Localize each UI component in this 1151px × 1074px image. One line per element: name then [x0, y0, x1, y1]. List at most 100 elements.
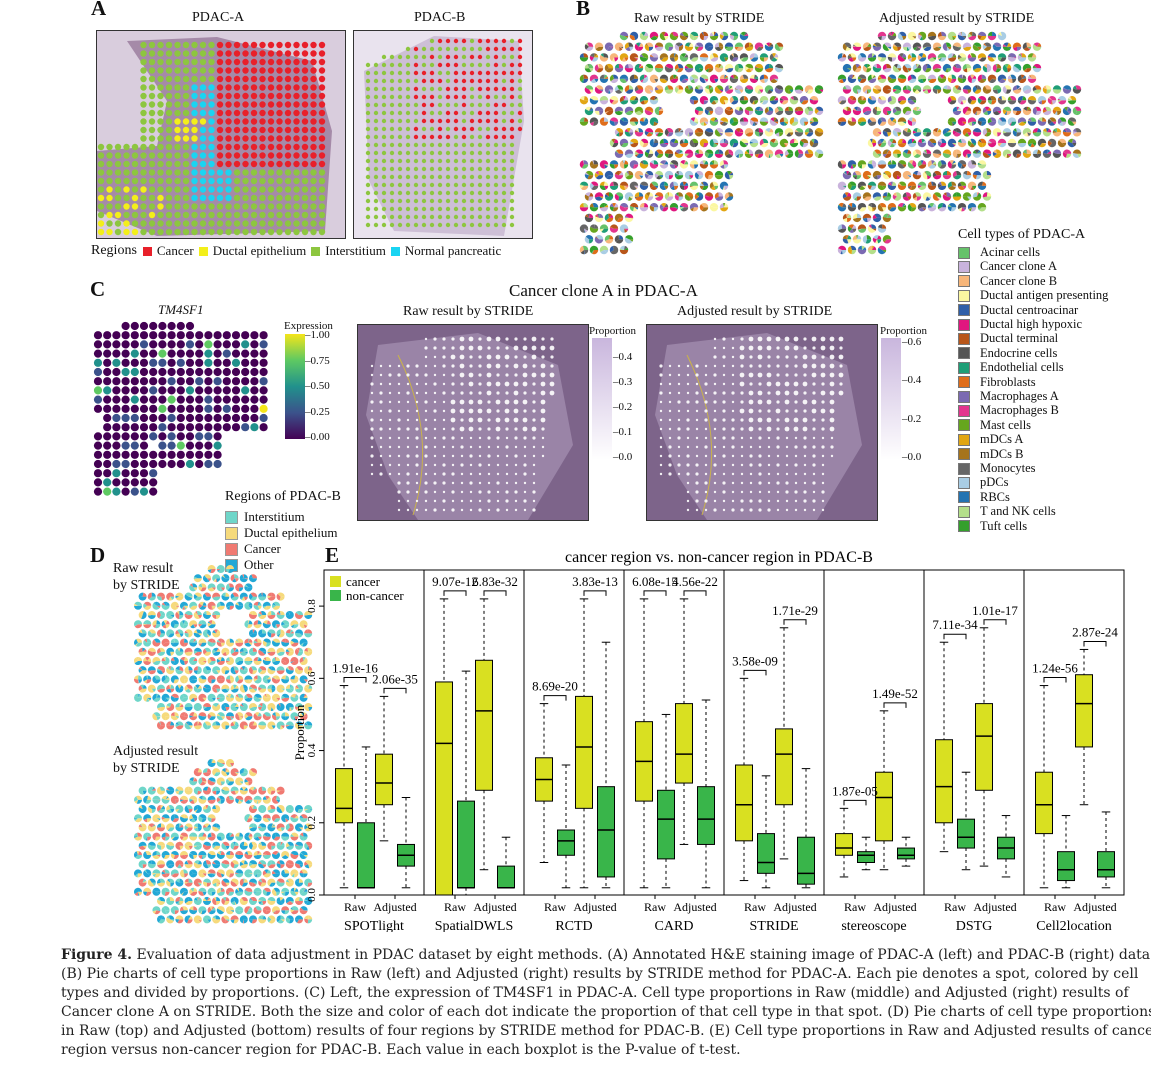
spot-pie — [799, 138, 809, 148]
pie-slice — [744, 88, 749, 90]
expression-spot — [121, 395, 130, 404]
spot-pie — [769, 53, 779, 62]
pie-slice — [594, 237, 604, 244]
pie-slice — [962, 107, 967, 115]
spot-pie — [584, 85, 594, 94]
spot — [509, 142, 515, 148]
pie-slice — [679, 143, 689, 148]
expression-spot — [241, 340, 250, 349]
pie-slice — [892, 88, 897, 91]
pie-slice — [852, 64, 857, 72]
pie-slice — [902, 106, 912, 115]
pie-slice — [1051, 100, 1053, 105]
pie-slice — [779, 89, 784, 91]
spot — [381, 150, 387, 156]
proportion-dot — [549, 372, 555, 378]
proportion-dot — [468, 426, 474, 432]
pie-slice — [942, 175, 952, 180]
spot-pie — [604, 106, 614, 116]
pie-slice — [892, 143, 897, 147]
spot-pie — [1022, 63, 1032, 73]
spot — [381, 222, 387, 228]
pie-slice — [624, 215, 629, 218]
pie-slice — [639, 121, 649, 126]
pie-slice — [729, 87, 734, 90]
spot — [318, 118, 326, 125]
pie-slice — [955, 153, 957, 158]
spot — [208, 135, 215, 142]
pie-slice — [718, 192, 724, 197]
proportion-dot — [487, 400, 491, 404]
pie-slice — [624, 129, 629, 133]
spot-pie — [694, 170, 704, 180]
proportion-dot — [532, 382, 536, 386]
pie-slice — [842, 108, 852, 116]
pie-slice — [942, 63, 952, 72]
spot — [501, 190, 507, 196]
pie-slice — [699, 138, 709, 147]
spot — [493, 38, 499, 44]
spot-pie — [967, 181, 977, 190]
spot — [318, 177, 326, 185]
panel-c-title: Cancer clone A in PDAC-A — [509, 281, 698, 300]
spot — [453, 78, 459, 84]
spot-pie — [842, 213, 852, 223]
pie-slice — [977, 53, 987, 59]
spot — [242, 177, 249, 185]
proportion-dot — [406, 409, 410, 413]
pie-slice — [589, 68, 594, 72]
pie-slice — [732, 143, 739, 148]
spot-pie — [749, 53, 759, 62]
spot — [293, 41, 300, 49]
spot — [225, 126, 232, 134]
pie-slice — [789, 132, 794, 136]
spot — [310, 160, 317, 168]
pie-slice — [937, 46, 941, 49]
pie-slice — [852, 235, 857, 241]
proportion-dot — [486, 363, 492, 369]
spot — [140, 92, 147, 100]
spot — [365, 142, 371, 148]
spot — [389, 102, 395, 108]
pie-slice — [972, 63, 982, 70]
spot-pie — [679, 138, 689, 148]
spot — [365, 166, 371, 172]
pie-slice — [654, 128, 664, 133]
proportion-dot — [469, 436, 473, 440]
spot — [276, 84, 283, 91]
spot-pie — [609, 203, 619, 212]
spot-pie — [877, 245, 887, 255]
pie-slice — [599, 228, 604, 232]
pie-slice — [907, 161, 915, 169]
spot — [453, 54, 459, 60]
spot-pie — [977, 96, 987, 105]
pie-slice — [974, 89, 982, 94]
spot — [165, 152, 173, 159]
spot-pie — [997, 31, 1007, 41]
spot — [123, 177, 130, 185]
pie-slice — [852, 96, 857, 101]
proportion-dot — [522, 381, 528, 387]
pie-slice — [684, 182, 689, 186]
spot-pie — [654, 149, 664, 158]
pie-slice — [878, 96, 882, 101]
pie-slice — [997, 138, 1007, 143]
pie-slice — [957, 117, 967, 126]
pie-slice — [650, 36, 658, 41]
spot — [208, 152, 215, 159]
pie-slice — [640, 203, 645, 208]
pie-slice — [861, 96, 865, 101]
spot — [284, 194, 292, 202]
spot — [208, 50, 215, 57]
pie-slice — [775, 132, 780, 137]
pie-slice — [640, 181, 649, 186]
pie-slice — [689, 42, 692, 47]
spot — [225, 135, 232, 142]
spot-pie — [774, 63, 784, 73]
spot — [485, 158, 491, 164]
pie-slice — [645, 63, 654, 69]
pie-slice — [1058, 121, 1063, 126]
pie-slice — [714, 153, 723, 158]
spot-pie — [704, 106, 714, 116]
pie-slice — [595, 46, 599, 49]
